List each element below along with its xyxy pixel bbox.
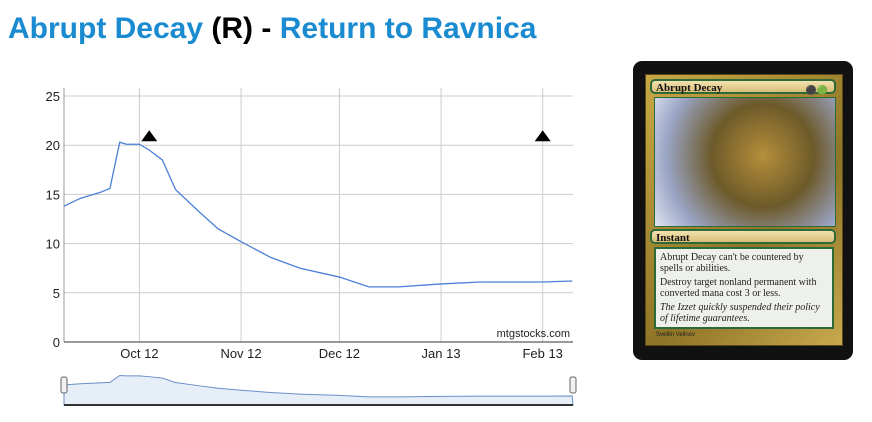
y-tick-label: 20 <box>46 138 60 153</box>
artist-credit: Svetlin Velinov <box>656 332 696 338</box>
x-tick-label: Feb 13 <box>522 346 562 361</box>
navigator-series <box>63 375 574 406</box>
card-type-bar: Instant <box>650 229 836 244</box>
card-text-box: Abrupt Decay can't be countered by spell… <box>654 247 834 329</box>
navigator-handle[interactable] <box>569 376 577 394</box>
y-tick-label: 25 <box>46 89 60 104</box>
page-title: Abrupt Decay (R) - Return to Ravnica <box>8 12 536 46</box>
set-release-icon[interactable] <box>141 130 158 142</box>
flavor-text: The Izzet quickly suspended their policy… <box>660 302 820 324</box>
y-tick-label: 5 <box>53 286 60 301</box>
y-tick-label: 10 <box>46 237 60 252</box>
card-title: Abrupt Decay <box>656 82 723 94</box>
x-tick-label: Oct 12 <box>120 346 158 361</box>
card-type: Instant <box>656 232 690 244</box>
mana-cost-icon: ⚫🟢 <box>805 85 828 95</box>
price-line <box>63 141 573 288</box>
card-name-link[interactable]: Abrupt Decay <box>8 12 204 45</box>
navigator-handle[interactable] <box>60 376 68 394</box>
price-chart: 0 5 10 15 20 25 Oct 12 Nov 12 Dec 12 Jan 13 Feb 13… <box>46 88 577 406</box>
set-name-link[interactable]: Return to Ravnica <box>279 12 537 45</box>
card-title-bar: Abrupt Decay ⚫🟢 <box>650 79 836 95</box>
watermark: mtgstocks.com <box>497 328 570 340</box>
card-image: Abrupt Decay ⚫🟢 Instant Abrupt Decay can'… <box>633 61 853 360</box>
rules-text: Destroy target nonland permanent with co… <box>660 277 817 299</box>
rarity: (R) <box>211 12 254 45</box>
separator: - <box>261 12 272 45</box>
x-tick-label: Dec 12 <box>319 346 360 361</box>
x-tick-label: Jan 13 <box>422 346 461 361</box>
set-release-icon[interactable] <box>534 130 551 142</box>
card-art <box>654 97 836 227</box>
rules-text: Abrupt Decay can't be countered by spell… <box>660 252 804 274</box>
x-tick-label: Nov 12 <box>220 346 261 361</box>
y-tick-label: 0 <box>53 335 60 350</box>
y-tick-label: 15 <box>46 187 60 202</box>
